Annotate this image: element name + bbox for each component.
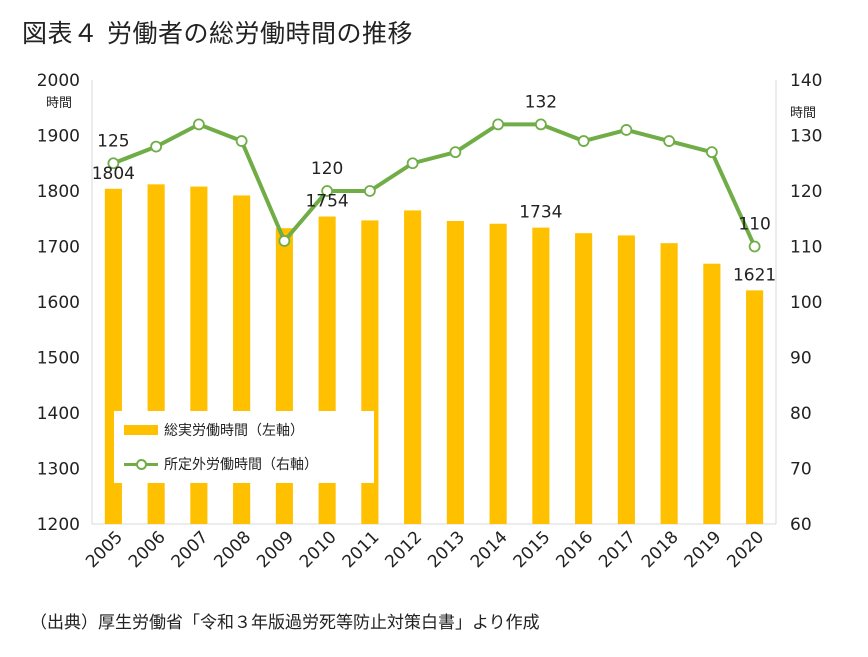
line-series <box>107 118 761 253</box>
category-label: 2017 <box>595 527 640 572</box>
left-tick-label: 1600 <box>37 293 80 313</box>
line-marker <box>235 135 248 147</box>
bar <box>575 233 593 524</box>
line-marker <box>534 118 547 131</box>
line-marker <box>663 135 676 147</box>
line-marker <box>363 185 376 197</box>
bar <box>446 220 464 524</box>
category-label: 2010 <box>296 527 341 572</box>
right-tick-label: 110 <box>790 238 822 258</box>
right-tick-label: 120 <box>790 182 822 202</box>
category-label: 2009 <box>253 527 298 572</box>
category-label: 2019 <box>681 527 726 572</box>
legend-item-bar: 総実労働時間（左軸） <box>124 419 304 441</box>
category-label: 2015 <box>510 527 555 572</box>
left-tick-label: 1900 <box>37 127 80 147</box>
source-note: （出典）厚生労働省「令和３年版過労死等防止対策白書」より作成 <box>30 613 540 633</box>
line-marker <box>577 135 590 147</box>
category-label: 2005 <box>82 527 127 572</box>
right-axis-unit: 時間 <box>790 106 816 121</box>
line-marker <box>406 157 419 170</box>
line-marker <box>620 124 633 136</box>
legend: 総実労働時間（左軸） 所定外労働時間（右軸） <box>114 411 374 483</box>
line-marker <box>150 140 163 153</box>
chart-title: 図表４ 労働者の総労働時間の推移 <box>22 19 413 48</box>
right-tick-label: 130 <box>790 127 822 147</box>
bar-data-label: 1621 <box>733 265 776 285</box>
left-tick-label: 2000 <box>37 71 80 91</box>
left-tick-label: 1400 <box>37 404 80 424</box>
category-label: 2006 <box>125 527 170 572</box>
bar <box>404 210 422 525</box>
bar-data-label: 1734 <box>519 203 562 223</box>
category-label: 2012 <box>381 527 426 572</box>
legend-line-swatch <box>124 457 158 471</box>
bar <box>617 235 635 524</box>
left-tick-label: 1700 <box>37 238 80 258</box>
data-labels: 1804 1754 1734 1621 125 120 132 110 <box>92 92 777 285</box>
category-label: 2018 <box>638 527 683 572</box>
right-tick-label: 140 <box>790 71 822 91</box>
bar <box>489 223 507 524</box>
bar <box>746 290 764 524</box>
line-data-label: 125 <box>97 131 129 151</box>
line-data-label: 120 <box>311 159 343 179</box>
left-tick-label: 1200 <box>37 515 80 535</box>
line-marker <box>278 235 291 247</box>
legend-item-line: 所定外労働時間（右軸） <box>124 453 318 475</box>
bar-data-label: 1804 <box>92 164 135 184</box>
line-marker <box>192 118 205 131</box>
category-label: 2013 <box>424 527 469 572</box>
left-tick-label: 1500 <box>37 349 80 369</box>
bar <box>703 263 721 524</box>
right-tick-label: 80 <box>790 404 812 424</box>
line-marker <box>449 146 462 159</box>
right-tick-label: 90 <box>790 349 812 369</box>
line-marker <box>107 157 120 170</box>
line-path <box>112 122 757 248</box>
legend-bar-swatch <box>124 425 158 435</box>
right-tick-label: 100 <box>790 293 822 313</box>
category-label: 2014 <box>467 527 512 572</box>
bar-data-label: 1754 <box>305 192 348 212</box>
legend-bar-label: 総実労働時間（左軸） <box>164 423 304 439</box>
category-label: 2020 <box>723 527 768 572</box>
line-data-label: 132 <box>525 92 557 112</box>
category-label: 2011 <box>339 527 384 572</box>
category-label: 2007 <box>168 527 213 572</box>
category-label: 2016 <box>552 527 597 572</box>
line-marker <box>748 240 761 253</box>
line-marker <box>705 146 718 159</box>
left-axis-unit: 時間 <box>46 96 72 111</box>
left-tick-label: 1800 <box>37 182 80 202</box>
category-label: 2008 <box>210 527 255 572</box>
bar <box>660 243 678 525</box>
line-marker <box>492 118 505 131</box>
line-marker <box>321 185 334 197</box>
legend-line-label: 所定外労働時間（右軸） <box>164 457 318 473</box>
right-tick-label: 60 <box>790 515 812 535</box>
bar <box>532 227 550 524</box>
left-tick-label: 1300 <box>37 460 80 480</box>
line-data-label: 110 <box>738 215 770 235</box>
right-tick-label: 70 <box>790 460 812 480</box>
